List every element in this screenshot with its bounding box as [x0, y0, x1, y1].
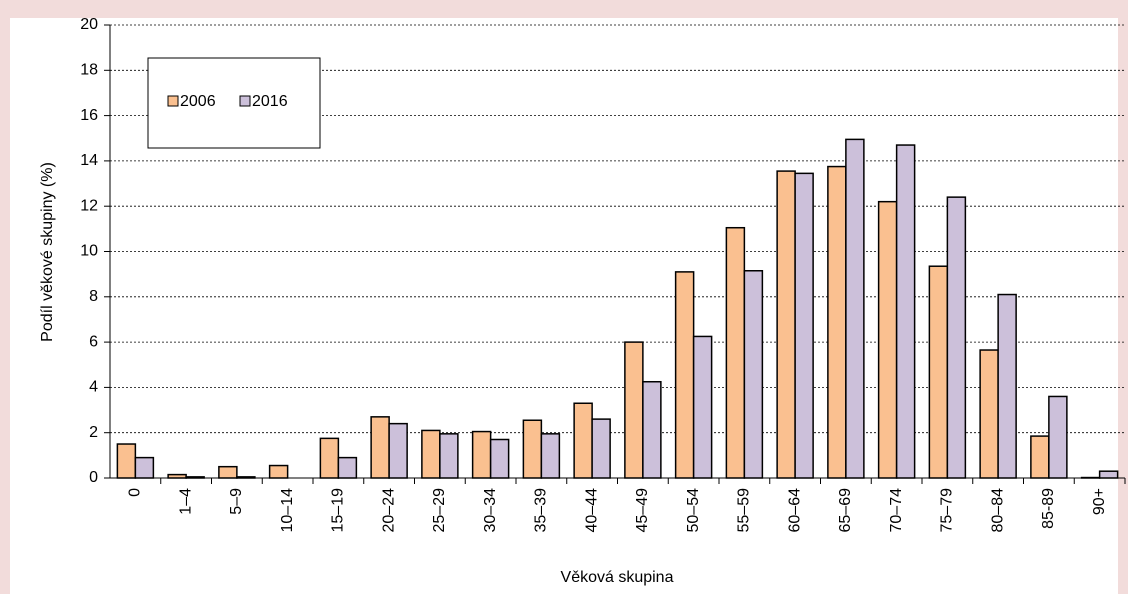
bar [642, 380, 662, 479]
y-tick-label: 0 [89, 469, 98, 486]
bar [1048, 395, 1068, 479]
x-tick-label: 35–39 [533, 488, 550, 533]
bar [337, 456, 358, 479]
x-tick-label: 15–19 [330, 488, 347, 533]
bar [319, 437, 340, 479]
x-tick-label: 50–54 [685, 488, 702, 533]
legend-swatch [239, 95, 251, 107]
bar [827, 165, 847, 479]
bar [489, 438, 510, 479]
legend-label: 2016 [252, 93, 288, 110]
bar [573, 402, 593, 479]
y-tick-label: 14 [80, 152, 98, 169]
bar [540, 433, 561, 479]
bar [1098, 470, 1119, 479]
x-tick-label: 5–9 [228, 488, 245, 515]
x-tick-label: 20–24 [380, 488, 397, 533]
bar [439, 433, 459, 479]
y-tick-label: 10 [80, 243, 98, 260]
y-tick-label: 6 [89, 333, 98, 350]
x-tick-label: 25–29 [431, 488, 448, 533]
x-tick-label: 55–59 [736, 488, 753, 533]
x-tick-label: 60–64 [786, 488, 803, 533]
bar [522, 419, 543, 479]
x-tick-label: 45–49 [634, 488, 651, 533]
y-tick-label: 4 [89, 379, 98, 396]
bar [692, 335, 713, 479]
bar [591, 418, 611, 479]
bar [218, 465, 238, 479]
y-tick-label: 18 [80, 62, 98, 79]
x-tick-label: 80–84 [989, 488, 1006, 533]
x-tick-label: 30–34 [482, 488, 499, 533]
legend-swatch [167, 95, 179, 107]
x-tick-label: 75–79 [939, 488, 956, 533]
bar [421, 429, 441, 479]
bar [674, 271, 695, 479]
x-tick-label: 0 [127, 488, 144, 497]
bar [388, 422, 408, 479]
bar [167, 473, 187, 479]
bar [116, 443, 137, 479]
bar [877, 200, 898, 479]
y-tick-label: 20 [80, 16, 98, 33]
bar [997, 293, 1017, 479]
y-tick-label: 16 [80, 107, 98, 124]
bar [895, 144, 916, 479]
bar [471, 430, 492, 479]
bar [946, 196, 967, 479]
y-tick-label: 2 [89, 424, 98, 441]
bar [979, 349, 999, 479]
y-axis-label: Podíl věkové skupiny (%) [39, 162, 56, 342]
bar [928, 265, 949, 479]
bar [794, 172, 814, 479]
bar [134, 456, 155, 479]
x-axis-label: Věková skupina [561, 569, 674, 586]
y-tick-label: 12 [80, 197, 98, 214]
bar [776, 170, 796, 479]
x-tick-label: 1–4 [177, 488, 194, 515]
x-tick-label: 85-89 [1040, 488, 1057, 529]
legend-label: 2006 [180, 93, 216, 110]
bar [370, 416, 390, 479]
x-tick-label: 70–74 [888, 488, 905, 533]
x-tick-label: 65–69 [837, 488, 854, 533]
y-tick-label: 8 [89, 288, 98, 305]
x-tick-label: 90+ [1091, 488, 1108, 515]
x-tick-label: 10–14 [279, 488, 296, 533]
bar [743, 270, 764, 479]
bar [268, 464, 289, 479]
bar [725, 226, 746, 479]
bar [1030, 435, 1050, 479]
bar [624, 341, 644, 479]
bar [845, 138, 865, 479]
x-tick-label: 40–44 [583, 488, 600, 533]
